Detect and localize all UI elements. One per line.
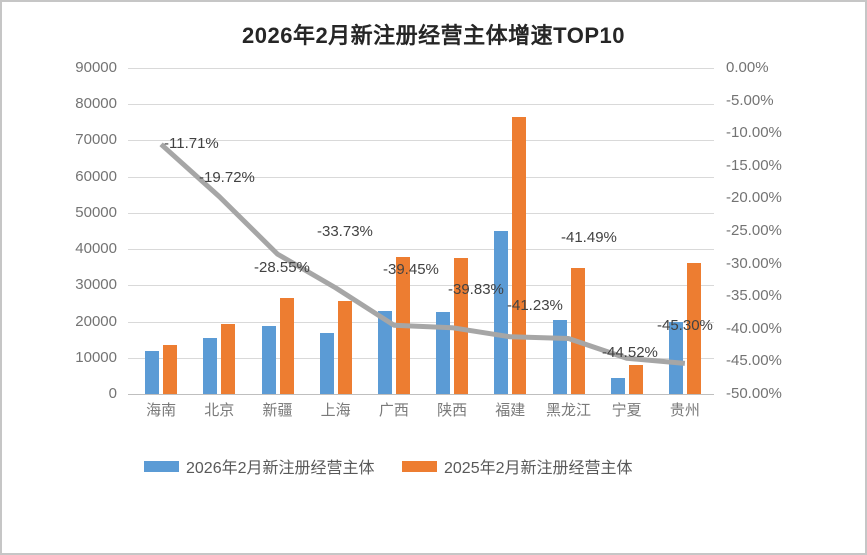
left-axis-tick: 0 xyxy=(108,385,117,402)
chart-title: 2026年2月新注册经营主体增速TOP10 xyxy=(242,23,625,48)
legend-label-2026: 2026年2月新注册经营主体 xyxy=(186,460,375,477)
category-label: 广西 xyxy=(378,402,409,419)
data-label-北京: -19.72% xyxy=(199,169,255,186)
category-label: 黑龙江 xyxy=(545,402,591,419)
left-axis-tick: 60000 xyxy=(75,167,117,185)
data-label-广西: -39.45% xyxy=(383,261,439,278)
data-label-陕西: -39.83% xyxy=(448,281,504,298)
gridline xyxy=(128,285,714,287)
bar-2025-海南 xyxy=(163,345,178,394)
legend-item-2025: 2025年2月新注册经营主体 xyxy=(402,456,633,477)
legend-label-2025: 2025年2月新注册经营主体 xyxy=(444,460,633,477)
category-label: 贵州 xyxy=(669,402,700,419)
bar-2025-上海 xyxy=(337,301,352,394)
category-axis-line xyxy=(128,394,714,395)
gridline xyxy=(128,321,714,323)
bar-2026-黑龙江 xyxy=(552,320,567,394)
right-axis-tick: -50.00% xyxy=(726,385,782,402)
data-label-上海: -33.73% xyxy=(317,223,373,240)
category-label: 海南 xyxy=(146,402,177,419)
gridline xyxy=(128,104,714,106)
legend-item-2026: 2026年2月新注册经营主体 xyxy=(144,456,375,477)
right-axis-tick: -20.00% xyxy=(726,189,782,207)
left-axis-tick: 20000 xyxy=(75,312,117,330)
right-axis-tick: -30.00% xyxy=(726,254,782,272)
gridline xyxy=(128,249,714,251)
bar-2025-福建 xyxy=(512,117,527,394)
data-label-宁夏: -44.52% xyxy=(602,344,658,361)
gridline xyxy=(128,140,714,142)
right-axis-tick: -10.00% xyxy=(726,124,782,142)
bar-2026-广西 xyxy=(377,311,392,394)
left-axis-tick: 30000 xyxy=(75,276,117,294)
data-label-黑龙江: -41.49% xyxy=(561,229,617,246)
category-label: 福建 xyxy=(495,402,526,419)
right-axis-tick: -35.00% xyxy=(726,287,782,305)
right-axis-tick: -45.00% xyxy=(726,352,782,370)
category-label: 宁夏 xyxy=(611,402,642,419)
bar-2026-海南 xyxy=(145,351,160,394)
bar-2026-新疆 xyxy=(261,325,276,394)
category-label: 陕西 xyxy=(437,402,468,419)
gridline xyxy=(128,68,714,69)
right-axis-tick: -15.00% xyxy=(726,156,782,174)
bar-2026-上海 xyxy=(319,332,334,394)
left-axis-tick: 40000 xyxy=(75,240,117,258)
left-axis-tick: 90000 xyxy=(75,59,117,76)
bar-2026-北京 xyxy=(203,338,218,394)
left-axis-tick: 70000 xyxy=(75,131,117,149)
legend-swatch-2025 xyxy=(402,460,437,472)
right-axis-tick: -5.00% xyxy=(726,91,774,109)
gridline xyxy=(128,212,714,214)
right-axis-tick: -25.00% xyxy=(726,222,782,239)
bar-2025-宁夏 xyxy=(628,364,643,394)
bar-2025-新疆 xyxy=(279,298,294,394)
bar-2025-陕西 xyxy=(454,258,469,394)
left-axis-tick: 80000 xyxy=(75,95,117,113)
data-label-海南: -11.71% xyxy=(164,135,219,152)
category-label: 北京 xyxy=(204,402,235,419)
category-label: 新疆 xyxy=(262,402,293,419)
bar-2025-北京 xyxy=(221,324,236,394)
data-label-贵州: -45.30% xyxy=(657,317,713,334)
right-axis-tick: -40.00% xyxy=(726,319,782,337)
bar-2026-宁夏 xyxy=(610,377,625,394)
data-label-新疆: -28.55% xyxy=(254,259,310,276)
bar-2025-黑龙江 xyxy=(570,268,585,394)
category-label: 上海 xyxy=(320,402,351,419)
legend-swatch-2026 xyxy=(144,460,179,472)
left-axis-tick: 10000 xyxy=(75,348,117,366)
data-label-福建: -41.23% xyxy=(507,297,563,314)
right-axis-tick: 0.00% xyxy=(726,59,769,76)
bar-2026-陕西 xyxy=(436,312,451,394)
bar-2025-贵州 xyxy=(686,262,701,394)
left-axis-tick: 50000 xyxy=(75,203,117,221)
